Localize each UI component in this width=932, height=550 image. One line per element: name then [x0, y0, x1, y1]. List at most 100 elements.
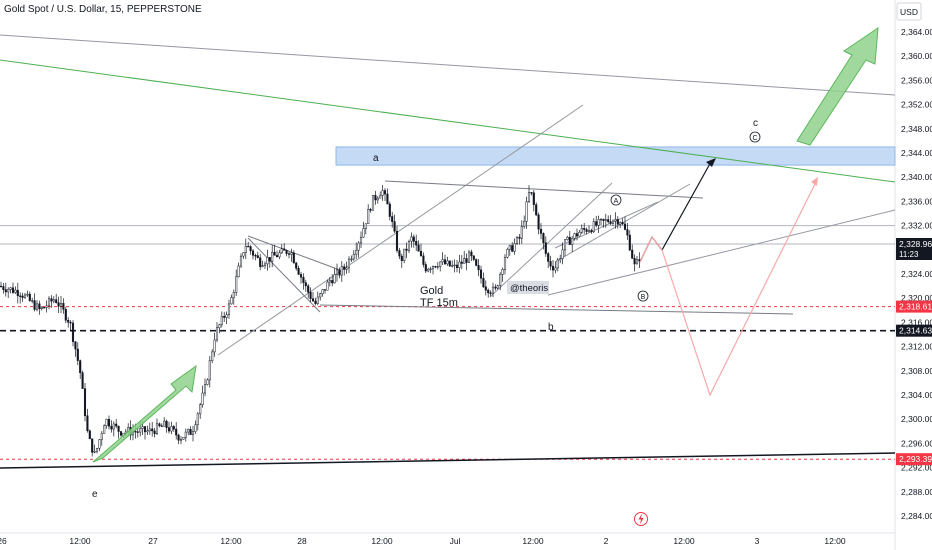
- candle: [230, 294, 233, 305]
- candle: [316, 291, 319, 306]
- candle: [33, 293, 36, 312]
- green-trendline: [0, 59, 896, 183]
- wave-label-c-circled: C: [752, 135, 757, 142]
- candle: [93, 444, 96, 454]
- candle: [614, 212, 617, 229]
- x-tick-label: 12:00: [220, 536, 242, 546]
- candle: [302, 273, 305, 290]
- candle: [515, 235, 519, 245]
- wave-label-A-circled: A: [614, 198, 619, 205]
- alternate-projection: [639, 179, 818, 397]
- candle: [321, 288, 324, 297]
- candle: [523, 215, 526, 229]
- candle: [297, 265, 300, 276]
- candle: [587, 225, 591, 233]
- candle: [259, 253, 262, 271]
- resistance-zone: [335, 146, 896, 166]
- candle: [290, 248, 293, 262]
- candle: [489, 290, 492, 297]
- candle: [496, 284, 499, 290]
- candle: [117, 425, 120, 439]
- wave-label-c: c: [753, 118, 758, 129]
- candle: [374, 190, 377, 205]
- candle: [544, 236, 547, 257]
- candle: [364, 223, 367, 235]
- candle: [460, 255, 463, 270]
- countdown-label: 11:23: [899, 250, 919, 259]
- wave-label-B-circled: B: [641, 294, 646, 301]
- candle: [597, 215, 600, 234]
- bullish-projection: [639, 159, 713, 263]
- candle: [376, 196, 379, 204]
- candle: [172, 425, 175, 432]
- candle: [201, 385, 204, 408]
- x-tick-label: 2: [604, 536, 609, 546]
- candle: [223, 311, 226, 322]
- candle: [525, 196, 528, 229]
- support-trendline: [547, 209, 896, 296]
- candle: [81, 370, 84, 389]
- candle: [484, 280, 487, 296]
- candle: [616, 216, 619, 229]
- candle: [407, 239, 411, 254]
- y-tick-label: 2,296.00: [901, 438, 932, 448]
- candle: [235, 269, 238, 296]
- candle: [287, 251, 291, 259]
- candle: [549, 255, 552, 271]
- candle: [71, 320, 75, 347]
- instrument-label: Gold: [420, 285, 443, 297]
- candle: [583, 223, 586, 234]
- candle: [119, 430, 123, 437]
- wave-label-b: b: [548, 322, 554, 333]
- candle: [275, 250, 279, 258]
- price-label: 2,314.63: [899, 326, 932, 336]
- candle: [535, 202, 538, 217]
- candle: [415, 234, 418, 251]
- candle: [64, 306, 67, 324]
- candle: [513, 238, 516, 255]
- candle: [359, 231, 363, 248]
- bullish-arrow-top: [796, 27, 879, 146]
- candle: [148, 422, 151, 435]
- candle: [453, 259, 456, 273]
- triangle-top: [384, 180, 704, 199]
- candle: [638, 252, 641, 269]
- candle: [47, 296, 51, 310]
- candle: [184, 428, 187, 442]
- y-tick-label: 2,364.00: [901, 27, 932, 37]
- y-tick-label: 2,356.00: [901, 75, 932, 85]
- candle: [220, 311, 223, 328]
- candle: [403, 248, 406, 264]
- candle: [482, 272, 485, 289]
- candle: [532, 190, 535, 212]
- candle: [21, 292, 24, 302]
- candle: [136, 427, 139, 438]
- candle: [268, 257, 271, 268]
- candle: [326, 279, 329, 291]
- candle: [623, 216, 627, 231]
- candle: [338, 267, 341, 279]
- candle: [319, 292, 322, 301]
- event-lightning-icon[interactable]: [634, 512, 648, 526]
- candle: [530, 192, 533, 196]
- triangle-bottom: [319, 304, 794, 315]
- candle: [79, 359, 82, 380]
- candle: [194, 420, 197, 434]
- candle: [208, 356, 211, 388]
- candle: [227, 299, 231, 319]
- candle: [595, 215, 598, 228]
- candle: [578, 230, 581, 237]
- candle: [467, 249, 471, 263]
- candle: [405, 242, 408, 259]
- candle: [59, 296, 63, 313]
- candle: [76, 342, 79, 366]
- candle: [115, 418, 118, 429]
- candle: [52, 296, 55, 304]
- candle: [273, 245, 276, 256]
- candle: [309, 287, 312, 303]
- candle: [419, 243, 423, 257]
- candle: [45, 300, 48, 313]
- watermark-bg: [507, 281, 549, 294]
- candle: [357, 241, 360, 258]
